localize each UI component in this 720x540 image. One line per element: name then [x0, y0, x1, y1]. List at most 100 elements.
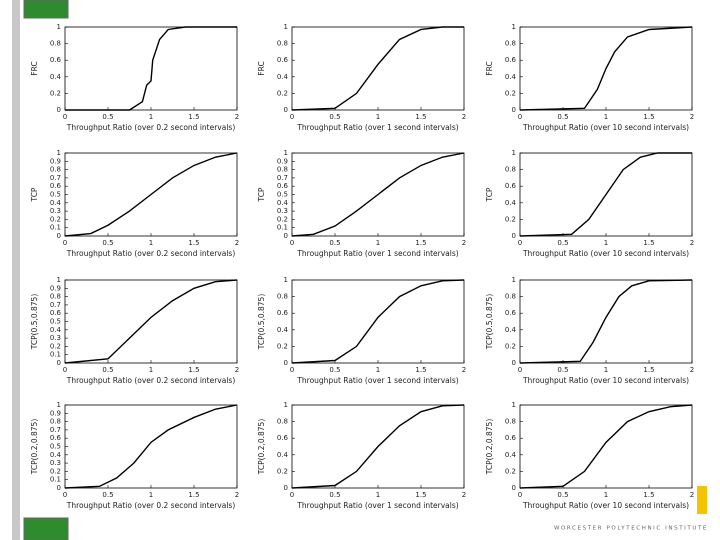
x-tick-label: 0 [290, 366, 294, 374]
y-axis-label: TCP(0.5,0.875) [485, 294, 494, 351]
y-tick-label: 0.2 [505, 215, 516, 223]
y-tick-label: 0 [284, 359, 288, 367]
x-tick-label: 1.5 [643, 491, 654, 499]
y-tick-label: 0.8 [50, 293, 61, 301]
cdf-curve [519, 26, 693, 111]
x-tick-label: 1.5 [188, 113, 199, 121]
y-tick-label: 1 [57, 23, 61, 31]
y-tick-label: 0.2 [50, 89, 61, 97]
y-tick-label: 0.6 [505, 182, 517, 190]
x-tick-label: 0 [518, 239, 522, 247]
y-tick-label: 0.5 [277, 191, 288, 199]
y-tick-label: 0.3 [277, 207, 288, 215]
x-tick-label: 0.5 [557, 491, 568, 499]
y-tick-label: 1 [57, 149, 61, 157]
y-tick-label: 0.6 [505, 56, 517, 64]
y-tick-label: 0.9 [50, 409, 61, 417]
y-tick-label: 0.4 [50, 451, 62, 459]
y-tick-label: 0.4 [505, 199, 517, 207]
side-bar [12, 0, 20, 540]
x-tick-label: 2 [235, 113, 239, 121]
x-axis-label: Throughput Ratio (over 0.2 second interv… [66, 249, 236, 258]
y-tick-label: 0.9 [50, 284, 61, 292]
x-tick-label: 0.5 [329, 366, 340, 374]
x-tick-label: 1 [149, 491, 153, 499]
y-tick-label: 0.8 [50, 166, 61, 174]
y-tick-label: 0.2 [505, 467, 516, 475]
x-tick-label: 0.5 [102, 491, 113, 499]
y-tick-label: 0.7 [50, 301, 61, 309]
cdf-curve [291, 279, 465, 364]
cdf-curve [64, 152, 238, 237]
y-tick-label: 0 [57, 232, 61, 240]
y-tick-label: 0.6 [277, 56, 289, 64]
x-tick-label: 1.5 [415, 366, 426, 374]
x-axis-label: Throughput Ratio (over 1 second interval… [296, 376, 458, 385]
x-tick-label: 1 [376, 239, 380, 247]
y-tick-label: 0 [57, 359, 61, 367]
y-tick-label: 0.1 [50, 224, 61, 232]
x-tick-label: 0.5 [329, 239, 340, 247]
y-tick-label: 0.6 [50, 182, 62, 190]
x-tick-label: 2 [462, 491, 466, 499]
footer: WORCESTER POLYTECHNIC INSTITUTE [554, 526, 708, 532]
x-tick-label: 1 [376, 366, 380, 374]
y-tick-label: 0 [512, 106, 516, 114]
x-tick-label: 1.5 [188, 366, 199, 374]
y-axis-label: TCP(0.2,0.875) [485, 419, 494, 476]
x-tick-label: 1 [604, 491, 608, 499]
y-tick-label: 0.2 [277, 215, 288, 223]
x-tick-label: 1 [149, 239, 153, 247]
x-tick-label: 0.5 [102, 366, 113, 374]
y-tick-label: 0.4 [50, 73, 62, 81]
x-tick-label: 0.5 [557, 113, 568, 121]
y-tick-label: 0.8 [277, 166, 288, 174]
y-tick-label: 0.3 [50, 459, 61, 467]
cdf-curve [64, 279, 238, 364]
cdf-curve [291, 26, 464, 111]
x-axis-label: Throughput Ratio (over 10 second interva… [522, 501, 689, 510]
y-tick-label: 0.4 [505, 73, 517, 81]
x-axis-label: Throughput Ratio (over 10 second interva… [522, 249, 689, 258]
x-tick-label: 1 [604, 113, 608, 121]
y-axis-label: TCP [257, 187, 266, 202]
x-tick-label: 1.5 [643, 239, 654, 247]
x-tick-label: 1 [376, 491, 380, 499]
x-tick-label: 0.5 [557, 239, 568, 247]
y-tick-label: 0 [512, 484, 516, 492]
y-tick-label: 0.3 [50, 334, 61, 342]
x-tick-label: 1.5 [415, 491, 426, 499]
y-tick-label: 0 [57, 106, 61, 114]
x-tick-label: 1.5 [188, 239, 199, 247]
x-axis-label: Throughput Ratio (over 0.2 second interv… [66, 123, 236, 132]
x-axis-label: Throughput Ratio (over 0.2 second interv… [66, 501, 236, 510]
x-tick-label: 1.5 [643, 113, 654, 121]
y-tick-label: 1 [284, 149, 288, 157]
y-axis-label: TCP(0.2,0.875) [257, 419, 266, 476]
cdf-curve [519, 404, 693, 489]
y-tick-label: 0.4 [505, 326, 517, 334]
y-tick-label: 0.1 [50, 351, 61, 359]
y-tick-label: 0 [512, 232, 516, 240]
x-tick-label: 0 [290, 239, 294, 247]
y-tick-label: 1 [284, 401, 288, 409]
y-axis-label: FRC [485, 61, 494, 75]
x-tick-label: 1 [149, 366, 153, 374]
plot-frame [291, 279, 465, 364]
x-axis-label: Throughput Ratio (over 1 second interval… [296, 501, 458, 510]
x-tick-label: 0 [290, 113, 294, 121]
y-tick-label: 0.6 [277, 182, 289, 190]
y-tick-label: 0 [284, 106, 288, 114]
y-tick-label: 0.2 [50, 215, 61, 223]
plot-frame [519, 404, 693, 489]
plot-frame [64, 279, 238, 364]
y-tick-label: 1 [57, 276, 61, 284]
x-tick-label: 2 [235, 239, 239, 247]
y-axis-label: TCP [30, 187, 39, 202]
y-tick-label: 0.4 [50, 326, 62, 334]
x-tick-label: 0.5 [329, 491, 340, 499]
y-tick-label: 0.2 [505, 89, 516, 97]
y-tick-label: 0.2 [50, 467, 61, 475]
y-tick-label: 1 [57, 401, 61, 409]
x-tick-label: 0.5 [102, 113, 113, 121]
